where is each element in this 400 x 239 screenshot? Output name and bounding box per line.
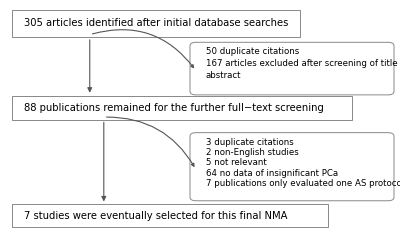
Text: 3 duplicate citations: 3 duplicate citations <box>206 138 294 147</box>
Text: abstract: abstract <box>206 71 242 80</box>
Text: 2 non-English studies: 2 non-English studies <box>206 148 299 157</box>
FancyBboxPatch shape <box>190 42 394 95</box>
FancyBboxPatch shape <box>190 133 394 201</box>
Text: 305 articles identified after initial database searches: 305 articles identified after initial da… <box>24 18 288 28</box>
Text: 7 studies were eventually selected for this final NMA: 7 studies were eventually selected for t… <box>24 211 288 221</box>
Text: 7 publications only evaluated one AS protocol: 7 publications only evaluated one AS pro… <box>206 179 400 188</box>
Text: 88 publications remained for the further full−text screening: 88 publications remained for the further… <box>24 103 324 113</box>
FancyBboxPatch shape <box>12 204 328 227</box>
Text: 50 duplicate citations: 50 duplicate citations <box>206 47 299 56</box>
Text: 64 no data of insignificant PCa: 64 no data of insignificant PCa <box>206 168 338 178</box>
Text: 167 articles excluded after screening of title and: 167 articles excluded after screening of… <box>206 59 400 68</box>
Text: 5 not relevant: 5 not relevant <box>206 158 267 167</box>
FancyBboxPatch shape <box>12 96 352 120</box>
FancyBboxPatch shape <box>12 10 300 37</box>
